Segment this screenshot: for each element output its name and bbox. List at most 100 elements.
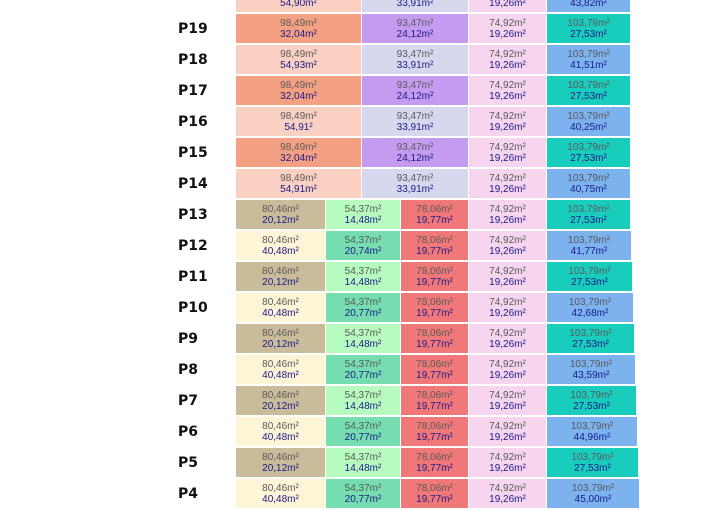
unit-cell[interactable]: 78,06m² 19,77m² <box>401 324 469 354</box>
unit-cell[interactable]: 103,79m² 27,53m² <box>547 262 633 292</box>
unit-total-area: 98,49m² <box>280 49 317 60</box>
unit-cell[interactable]: 54,37m² 14,48m² <box>326 386 401 416</box>
unit-cell[interactable]: 78,06m² 19,77m² <box>401 231 469 261</box>
unit-cell[interactable]: 103,79m² 27,53m² <box>547 14 631 44</box>
unit-cell[interactable]: 103,79m² 27,53m² <box>547 200 631 230</box>
unit-cell[interactable]: 80,46m² 20,12m² <box>236 386 326 416</box>
unit-total-area: 103,79m² <box>567 18 610 29</box>
unit-cell[interactable]: 93,47m² 24,12m² <box>362 138 469 168</box>
unit-cell[interactable]: 98,49m² 54,93m² <box>236 45 362 75</box>
unit-secondary-area: 19,26m² <box>489 277 526 288</box>
unit-total-area: 74,92m² <box>489 266 526 277</box>
unit-secondary-area: 54,93m² <box>280 60 317 71</box>
unit-cell[interactable]: 78,06m² 19,77m² <box>401 479 469 509</box>
unit-cell[interactable]: 54,37m² 20,77m² <box>326 293 401 323</box>
unit-cell[interactable]: 54,37m² 14,48m² <box>326 448 401 478</box>
unit-cell[interactable]: 98,49m² 54,91m² <box>236 169 362 199</box>
unit-secondary-area: 19,26m² <box>489 494 526 505</box>
floor-label: P8 <box>178 362 199 378</box>
unit-cell[interactable]: 80,46m² 40,48m² <box>236 355 326 385</box>
unit-cell[interactable]: 54,37m² 20,74m² <box>326 231 401 261</box>
unit-secondary-area: 19,26m² <box>489 215 526 226</box>
unit-cell[interactable]: 98,49m² 32,04m² <box>236 14 362 44</box>
unit-cell[interactable]: 78,06m² 19,77m² <box>401 386 469 416</box>
unit-cell[interactable]: 78,06m² 19,77m² <box>401 448 469 478</box>
unit-secondary-area: 19,26m² <box>489 29 526 40</box>
unit-cell[interactable]: 78,06m² 19,77m² <box>401 293 469 323</box>
unit-cell[interactable]: 54,37m² 14,48m² <box>326 324 401 354</box>
unit-total-area: 74,92m² <box>489 328 526 339</box>
unit-cell[interactable]: 80,46m² 40,48m² <box>236 417 326 447</box>
unit-total-area: 78,06m² <box>416 421 453 432</box>
unit-cell[interactable]: 103,79m² 40,75m² <box>547 169 631 199</box>
unit-secondary-area: 19,77m² <box>416 401 453 412</box>
unit-cell[interactable]: 54,37m² 20,77m² <box>326 417 401 447</box>
unit-total-area: 80,46m² <box>262 204 299 215</box>
unit-cell[interactable]: 103,79m² 27,53m² <box>547 76 631 106</box>
unit-cell[interactable]: 103,79m² 40,25m² <box>547 107 631 137</box>
unit-cell[interactable]: 103,79m² 43,59m² <box>547 355 636 385</box>
unit-cell[interactable]: 54,37m² 14,48m² <box>326 262 401 292</box>
unit-cell[interactable]: 103,79m² 27,53m² <box>547 448 639 478</box>
unit-cell[interactable]: 80,46m² 40,48m² <box>236 293 326 323</box>
unit-cell[interactable]: 80,46m² 40,48m² <box>236 231 326 261</box>
unit-total-area: 103,79m² <box>567 80 610 91</box>
unit-cell[interactable]: 80,46m² 20,12m² <box>236 200 326 230</box>
unit-cell[interactable]: 78,06m² 19,77m² <box>401 355 469 385</box>
unit-cell[interactable]: 98,49m² 54,91² <box>236 107 362 137</box>
unit-cell[interactable]: 78,06m² 19,77m² <box>401 262 469 292</box>
unit-cell[interactable]: 93,47m² 24,12m² <box>362 14 469 44</box>
unit-cell[interactable]: 80,46m² 20,12m² <box>236 324 326 354</box>
floor-label: P5 <box>178 455 199 471</box>
unit-secondary-area: 40,48m² <box>262 246 299 257</box>
unit-cell[interactable]: 54,37m² 14,48m² <box>326 200 401 230</box>
unit-cell[interactable]: 103,79m² 42,68m² <box>547 293 634 323</box>
unit-total-area: 54,37m² <box>344 452 382 463</box>
unit-cell[interactable]: 80,46m² 20,12m² <box>236 448 326 478</box>
unit-cell[interactable]: 78,06m² 19,77m² <box>401 417 469 447</box>
unit-total-area: 74,92m² <box>489 452 526 463</box>
unit-cell[interactable]: 103,79m² 27,53m² <box>547 386 637 416</box>
unit-cell[interactable]: 103,79m² 41,77m² <box>547 231 632 261</box>
unit-cell[interactable]: 54,37m² 20,77m² <box>326 479 401 509</box>
unit-cell[interactable]: 93,47m² 24,12m² <box>362 76 469 106</box>
unit-secondary-area: 40,48m² <box>262 494 299 505</box>
unit-cell[interactable]: 80,46m² 20,12m² <box>236 262 326 292</box>
unit-cell[interactable]: 54,37m² 20,77m² <box>326 355 401 385</box>
unit-total-area: 80,46m² <box>262 235 299 246</box>
unit-cell[interactable]: 103,79m² 44,96m² <box>547 417 638 447</box>
unit-cell[interactable]: 103,79m² 45,00m² <box>547 479 640 509</box>
unit-cell[interactable]: 103,79m² 27,53m² <box>547 138 631 168</box>
unit-cell[interactable]: 98,49m² 32,04m² <box>236 138 362 168</box>
unit-cell[interactable]: 78,06m² 19,77m² <box>401 200 469 230</box>
unit-cell[interactable]: 103,79m² 27,53m² <box>547 324 635 354</box>
unit-cell[interactable]: 103,79m² 41,51m² <box>547 45 631 75</box>
unit-secondary-area: 19,77m² <box>416 463 453 474</box>
unit-cell[interactable]: 80,46m² 40,48m² <box>236 479 326 509</box>
unit-secondary-area: 19,26m² <box>489 432 526 443</box>
unit-cell[interactable]: 98,49m² 32,04m² <box>236 76 362 106</box>
